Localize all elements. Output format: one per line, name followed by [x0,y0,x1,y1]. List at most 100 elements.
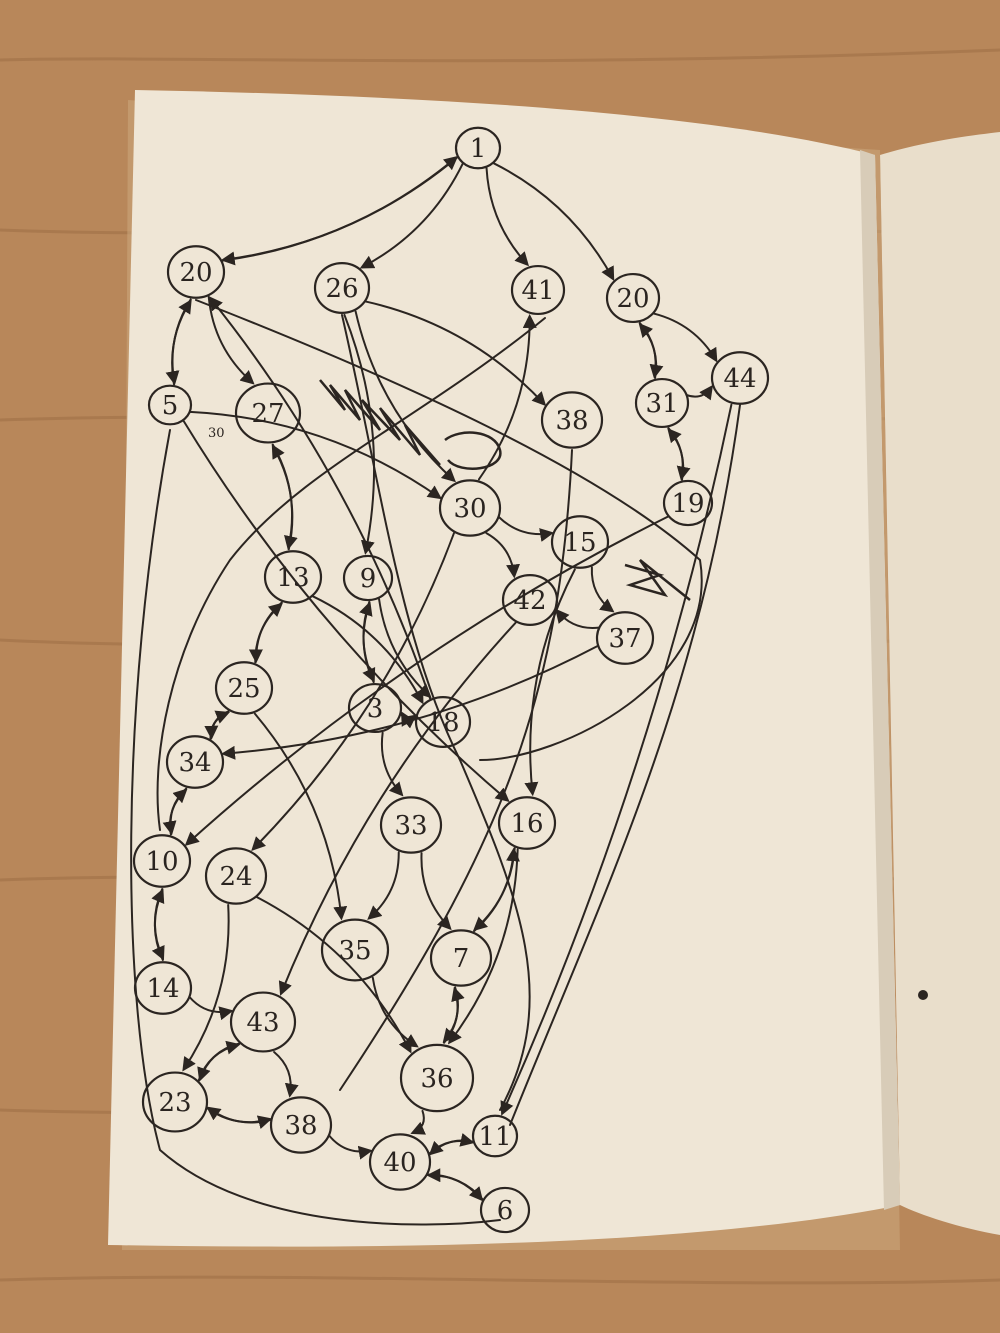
node-label: 38 [555,406,588,436]
node-circle [595,611,655,665]
node-15: 15 [550,515,610,569]
edge-arrow [209,710,231,740]
node-label: 3 [367,694,384,724]
edge-arrow [685,384,714,401]
node-31: 31 [634,377,690,429]
node-label: 18 [426,708,459,738]
page-gutter-shadow [860,150,900,1210]
edge-arrow [254,602,283,664]
edge-arrow [401,711,418,727]
edge-arrow [188,996,234,1021]
edge-curve [130,429,501,1226]
node-9: 9 [342,554,394,602]
node-13: 13 [263,550,323,604]
node-label: 15 [563,528,596,558]
edge-arrow [312,595,424,705]
edge-curve [195,299,703,761]
edge-arrow [500,403,733,1116]
node-circle [471,1114,519,1158]
node-38: 38 [269,1096,333,1154]
node-label: 20 [616,284,649,314]
edge-arrow [473,847,520,933]
edge-arrow [359,601,375,684]
edge-arrow [555,608,601,629]
node-33: 33 [379,796,443,854]
node-circle [229,991,297,1053]
node-label: 6 [497,1196,514,1226]
edge-arrow [447,848,519,1045]
node-label: 44 [723,364,756,394]
left-page [108,90,900,1247]
edge-arrow [328,1134,373,1160]
node-11: 11 [471,1114,519,1158]
node-label: 33 [394,811,427,841]
node-circle [540,391,604,449]
edge-arrow [220,155,459,262]
node-circle [497,796,557,850]
edge-arrow [206,1106,273,1124]
node-label: 42 [513,586,546,616]
edge-arrow [253,712,348,921]
edge-arrow [364,300,547,407]
node-circle [263,550,323,604]
edge-arrow [367,851,400,920]
graph-nodes: 1 20 26 41 20 5 27 38 44 31 19 30 15 13 9 42 37 25 3 18 34 33… [132,126,770,1234]
edge-arrow [410,1109,426,1135]
edge-arrow [485,167,529,267]
node-circle [605,272,661,324]
edge-arrow [171,299,192,386]
node-14: 14 [133,961,193,1015]
edge-arrow [343,313,376,555]
edge-arrow [443,986,465,1044]
edge-arrow [428,1139,475,1156]
node-circle [165,735,225,789]
edge-arrow [426,1168,485,1202]
node-41: 41 [510,264,566,316]
node-19: 19 [662,479,714,527]
node-label: 11 [478,1122,511,1152]
node-circle [313,262,371,314]
edge-arrow [638,322,658,379]
node-7: 7 [429,929,493,987]
node-label: 24 [219,862,252,892]
edge-arrow [492,162,615,281]
edge-arrow [184,515,670,846]
edge-arrow [182,903,230,1072]
edge-arrow [590,566,615,613]
node-label: 31 [645,389,678,419]
node-10: 10 [132,834,192,888]
node-36: 36 [399,1043,475,1113]
node-label: 10 [145,847,178,877]
edge-arrow [354,310,456,483]
node-circle [132,834,192,888]
edge-arrow [273,1051,299,1098]
node-20a: 20 [166,245,226,299]
edge-arrow [524,568,576,797]
node-label: 7 [453,944,470,974]
node-40: 40 [368,1133,432,1191]
edge-curve [509,404,741,1126]
node-25: 25 [214,661,274,715]
edge-arrow [151,888,165,962]
node-label: 16 [510,809,543,839]
node-circle [501,574,559,626]
node-44: 44 [710,351,770,405]
node-circle [454,126,502,170]
node-label: 36 [420,1064,453,1094]
node-27: 27 [234,382,302,444]
edge-curve [339,449,573,1091]
node-label: 43 [246,1008,279,1038]
node-35: 35 [320,918,390,982]
edge-arrow [378,598,432,699]
edge-arrow [197,1040,241,1082]
edge-arrow [188,410,443,500]
edge-arrow [380,731,404,797]
graph-edges [130,155,741,1226]
node-5: 5 [147,384,193,426]
edge-arrow [485,532,521,579]
right-page [880,132,1000,1235]
node-label: 41 [521,276,554,306]
node-37: 37 [595,611,655,665]
node-23: 23 [141,1071,209,1133]
node-circle [269,1096,333,1154]
